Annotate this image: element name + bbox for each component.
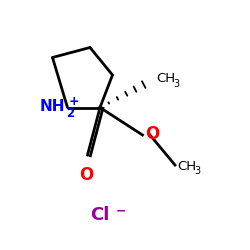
Text: 2: 2 (66, 107, 74, 120)
Text: Cl: Cl (90, 206, 110, 224)
Text: +: + (68, 95, 79, 108)
Text: −: − (116, 205, 126, 218)
Text: O: O (145, 125, 159, 143)
Text: 3: 3 (173, 79, 180, 89)
Text: CH: CH (178, 160, 197, 173)
Text: NH: NH (40, 99, 65, 114)
Text: CH: CH (156, 72, 176, 85)
Text: O: O (79, 166, 94, 184)
Text: 3: 3 (195, 166, 201, 175)
